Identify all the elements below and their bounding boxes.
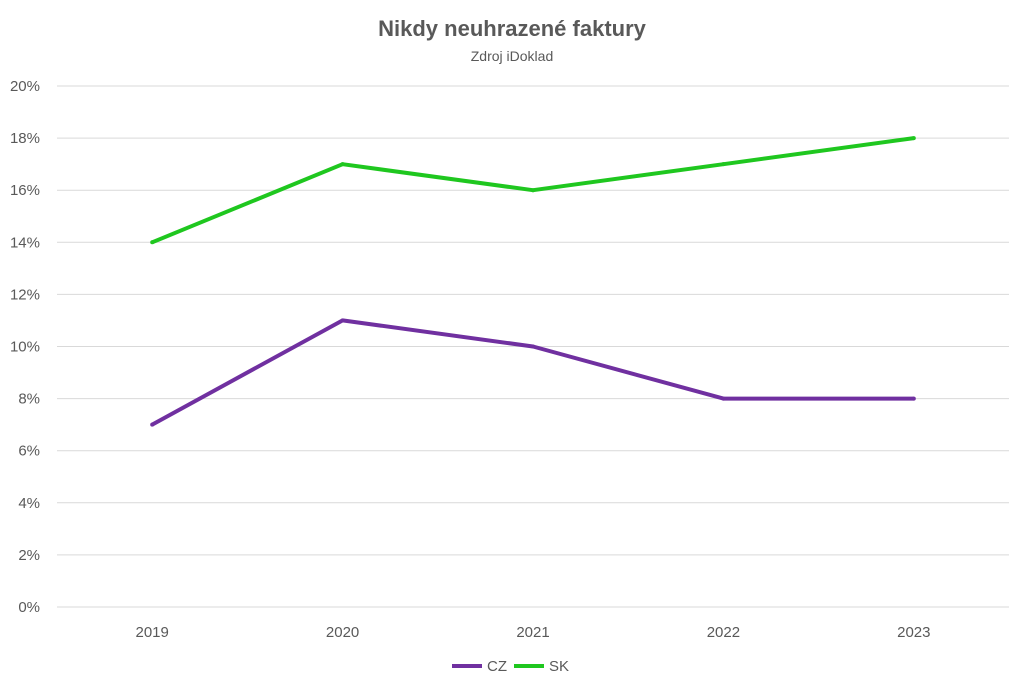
y-tick-label-2: 2% — [18, 547, 40, 564]
y-tick-label-18: 18% — [10, 130, 40, 147]
y-tick-label-6: 6% — [18, 443, 40, 460]
data-point-sk-2021 — [531, 188, 535, 193]
chart-subtitle: Zdroj iDoklad — [471, 48, 553, 64]
legend-label-cz: CZ — [487, 658, 507, 675]
y-tick-label-20: 20% — [10, 78, 40, 95]
data-point-cz-2019 — [150, 422, 155, 427]
legend: CZ SK — [452, 658, 569, 675]
y-tick-label-12: 12% — [10, 286, 40, 303]
x-tick-label-2021: 2021 — [516, 624, 549, 641]
y-tick-label-14: 14% — [10, 234, 40, 251]
series-line-cz — [151, 318, 914, 427]
series-lines — [150, 136, 916, 427]
y-tick-label-0: 0% — [18, 599, 40, 616]
chart-title: Nikdy neuhrazené faktury — [378, 16, 647, 41]
data-point-cz-2020 — [340, 318, 345, 323]
data-point-cz-2021 — [531, 344, 535, 349]
y-tick-label-8: 8% — [18, 391, 40, 408]
data-point-sk-2022 — [721, 162, 726, 167]
x-tick-label-2019: 2019 — [136, 624, 169, 641]
x-tick-label-2023: 2023 — [897, 624, 930, 641]
x-axis: 2019 2020 2021 2022 2023 — [136, 624, 931, 641]
data-point-cz-2023 — [911, 396, 916, 401]
x-tick-label-2020: 2020 — [326, 624, 359, 641]
legend-label-sk: SK — [549, 658, 569, 675]
data-point-sk-2020 — [340, 162, 345, 167]
y-tick-label-4: 4% — [18, 495, 40, 512]
data-point-cz-2022 — [721, 396, 726, 401]
y-tick-label-10: 10% — [10, 339, 40, 356]
data-point-sk-2019 — [150, 240, 155, 245]
y-axis: 0% 2% 4% 6% 8% 10% 12% 14% 16% 18% 20% — [10, 78, 40, 616]
x-tick-label-2022: 2022 — [707, 624, 740, 641]
data-point-sk-2023 — [911, 136, 916, 141]
y-tick-label-16: 16% — [10, 182, 40, 199]
